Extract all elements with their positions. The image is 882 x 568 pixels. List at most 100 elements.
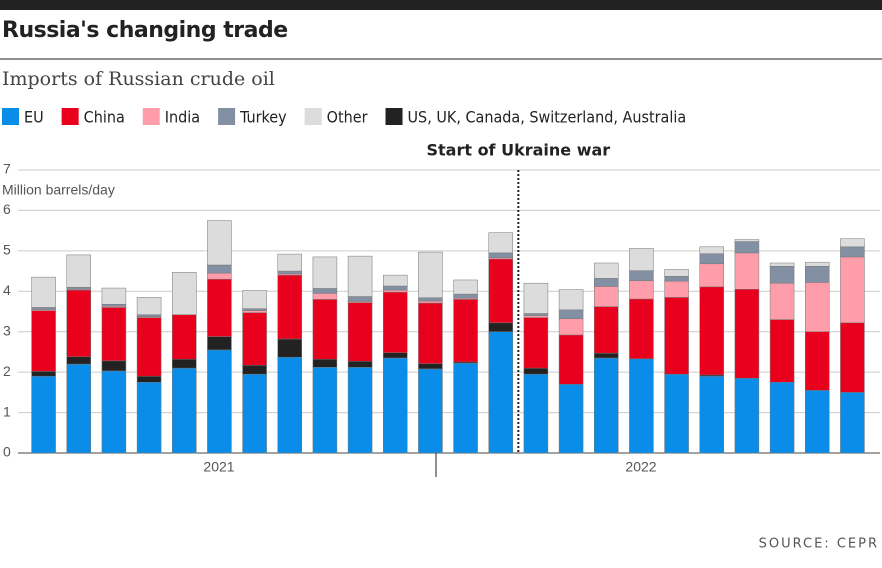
bar-segment bbox=[312, 358, 338, 368]
annotation-label: Start of Ukraine war bbox=[426, 141, 610, 160]
bar-segment bbox=[347, 360, 373, 368]
bar-segment bbox=[453, 293, 478, 299]
bar-segment bbox=[769, 265, 795, 284]
bar-segment bbox=[805, 331, 830, 391]
bar-segment bbox=[523, 315, 549, 318]
bar-segment bbox=[664, 373, 689, 454]
bar-segment bbox=[558, 318, 584, 336]
legend-swatch bbox=[2, 108, 19, 125]
bar-segment bbox=[383, 285, 408, 291]
bar-segment bbox=[31, 307, 56, 310]
bar-segment bbox=[136, 317, 162, 377]
bar-segment bbox=[277, 356, 302, 454]
bar-segment bbox=[383, 274, 408, 287]
bar-segment bbox=[312, 293, 338, 300]
bar-segment bbox=[418, 302, 443, 364]
bar-segment bbox=[66, 254, 91, 288]
chart-title: Russia's changing trade bbox=[2, 18, 288, 43]
bar-segment bbox=[664, 280, 689, 298]
legend-swatch bbox=[142, 108, 160, 125]
bar-segment bbox=[172, 367, 197, 454]
bar-segment bbox=[594, 352, 619, 359]
bar-segment bbox=[453, 362, 478, 454]
x-group-label: 2022 bbox=[625, 459, 656, 475]
bar-segment bbox=[207, 272, 232, 280]
bar-segment bbox=[523, 373, 549, 454]
bar-segment bbox=[488, 258, 513, 324]
bar-segment bbox=[383, 291, 408, 353]
bar-segment bbox=[488, 232, 513, 254]
legend-swatch bbox=[385, 108, 403, 125]
bar-segment bbox=[594, 262, 619, 279]
bar-segment bbox=[805, 261, 830, 267]
bar-segment bbox=[172, 358, 197, 369]
bar-segment bbox=[523, 282, 549, 314]
bar-segment bbox=[594, 278, 619, 287]
bar-segment bbox=[594, 286, 619, 307]
bar-segment bbox=[629, 270, 654, 282]
bar-segment bbox=[383, 352, 408, 359]
bar-segment bbox=[418, 300, 443, 304]
subtitle: Imports of Russian crude oil bbox=[2, 68, 275, 90]
bar-segment bbox=[101, 360, 127, 372]
y-tick-label: 3 bbox=[3, 322, 11, 338]
bar-segment bbox=[594, 306, 619, 354]
bar-segment bbox=[488, 252, 513, 258]
bar-segment bbox=[136, 297, 162, 315]
bar-segment bbox=[207, 220, 232, 266]
bar-segment bbox=[31, 371, 56, 377]
bar-segment bbox=[734, 252, 760, 290]
bar-segment bbox=[66, 289, 91, 358]
bar-segment bbox=[207, 278, 232, 337]
bar-segment bbox=[101, 307, 127, 362]
bar-segment bbox=[488, 322, 513, 332]
bar-segment bbox=[242, 308, 267, 311]
y-axis-label: Million barrels/day bbox=[2, 182, 115, 198]
bar-segment bbox=[594, 357, 619, 454]
bar-segment bbox=[734, 289, 760, 379]
bar-segment bbox=[840, 256, 865, 324]
bar-segment bbox=[101, 303, 127, 307]
bar-segment bbox=[207, 349, 232, 454]
bar-segment bbox=[277, 274, 302, 340]
y-tick-label: 1 bbox=[3, 403, 11, 419]
bar-segment bbox=[805, 390, 830, 454]
bar-segment bbox=[31, 276, 56, 308]
bar-segment bbox=[312, 367, 338, 454]
legend-swatch bbox=[218, 108, 236, 125]
bar-segment bbox=[347, 367, 373, 454]
legend-label: EU bbox=[24, 108, 44, 127]
bar-segment bbox=[101, 370, 127, 454]
legend-label: India bbox=[165, 108, 200, 127]
bar-segment bbox=[840, 322, 865, 393]
bar-segment bbox=[172, 272, 197, 315]
source: SOURCE: CEPR bbox=[759, 537, 879, 552]
bar-segment bbox=[277, 253, 302, 272]
bar-segment bbox=[31, 375, 56, 454]
bar-segment bbox=[558, 334, 584, 385]
bar-segment bbox=[734, 239, 760, 242]
bar-segment bbox=[418, 363, 443, 370]
bar-segment bbox=[207, 336, 232, 351]
bar-segment bbox=[558, 309, 584, 320]
bar-segment bbox=[418, 251, 443, 299]
bar-segment bbox=[805, 282, 830, 332]
legend-swatch bbox=[61, 108, 79, 125]
bar-segment bbox=[277, 338, 302, 358]
bar-segment bbox=[277, 270, 302, 275]
bar-segment bbox=[418, 297, 443, 302]
bar-segment bbox=[769, 319, 795, 383]
bar-segment bbox=[523, 313, 549, 316]
bar-segment bbox=[558, 384, 584, 454]
legend-label: Turkey bbox=[239, 108, 287, 127]
y-tick-label: 6 bbox=[3, 201, 11, 217]
bar-segment bbox=[699, 286, 724, 376]
bar-segment bbox=[523, 367, 549, 375]
bar-segment bbox=[769, 282, 795, 320]
bar-segment bbox=[242, 365, 267, 375]
bar-segment bbox=[664, 297, 689, 375]
bar-segment bbox=[136, 382, 162, 454]
y-tick-label: 5 bbox=[3, 242, 11, 258]
bar-segment bbox=[347, 296, 373, 302]
